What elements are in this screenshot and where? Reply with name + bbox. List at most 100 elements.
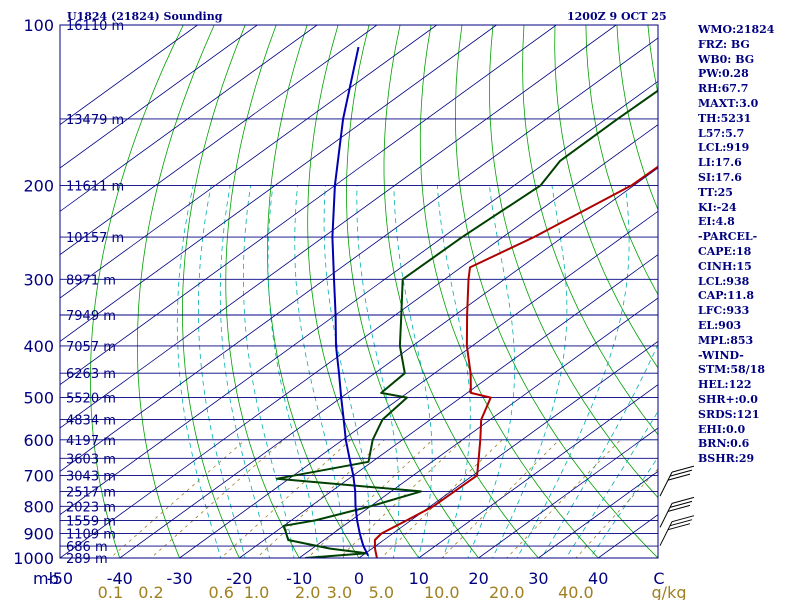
moist-adiabat	[467, 185, 516, 558]
height-label: 1559 m	[66, 514, 116, 529]
dry-adiabat	[307, 25, 420, 558]
moist-adiabat	[516, 185, 630, 558]
height-label: 7057 m	[66, 340, 116, 355]
temperature-label: 10	[409, 569, 429, 588]
stat-line: CAP:11.8	[698, 289, 755, 303]
mixing-ratio-label: 0.6	[208, 583, 233, 600]
stat-line: MPL:853	[698, 333, 754, 347]
isotherm	[418, 384, 658, 558]
stat-line: WB0: BG	[698, 52, 755, 66]
temperature-label: 30	[528, 569, 548, 588]
moist-adiabat	[565, 410, 658, 558]
pressure-label: 300	[23, 270, 54, 289]
wind-barb	[659, 515, 695, 546]
temperature-label: -30	[167, 569, 193, 588]
stat-line: WMO:21824	[698, 23, 775, 36]
wind-barb-flag	[671, 465, 695, 473]
stat-line: CAPE:18	[698, 244, 752, 258]
isotherm	[60, 25, 557, 386]
stat-line: FRZ: BG	[698, 37, 750, 51]
wind-barb	[659, 465, 695, 497]
mixing-ratio-line	[575, 468, 658, 558]
mixing-ratio-label: 10.0	[424, 583, 460, 600]
wind-barb-flag	[669, 469, 693, 477]
moist-adiabat	[436, 185, 471, 558]
mixing-ratio-label: 3.0	[327, 583, 352, 600]
stat-line: KI:-24	[698, 200, 737, 214]
height-label: 11611 m	[66, 179, 124, 194]
stat-line: HEL:122	[698, 378, 752, 392]
isotherm	[358, 340, 658, 558]
isotherm	[60, 25, 497, 342]
stat-line: LCL:919	[698, 141, 750, 155]
pressure-label: 400	[23, 337, 54, 356]
dry-adiabat	[454, 25, 658, 558]
dry-adiabat	[89, 25, 184, 558]
dry-adiabat	[182, 25, 246, 558]
height-label: 10157 m	[66, 231, 124, 246]
mixing-ratio-label: 0.1	[98, 583, 123, 600]
stat-line: BRN:0.6	[698, 437, 750, 451]
moist-adiabat	[219, 185, 270, 558]
dewpoint-line	[276, 89, 658, 558]
stat-line: LI:17.6	[698, 156, 742, 170]
height-label: 2023 m	[66, 500, 116, 515]
height-label: 289 m	[66, 552, 108, 567]
pressure-label: 600	[23, 431, 54, 450]
stat-line: PW:0.28	[698, 67, 749, 81]
wind-barb-flag	[667, 523, 691, 531]
isotherm	[60, 124, 658, 558]
isotherm	[478, 427, 658, 558]
stat-line: TH:5231	[698, 111, 752, 125]
isotherm	[119, 167, 658, 558]
wind-barb-flag	[671, 496, 695, 504]
moist-adiabat	[541, 343, 658, 558]
height-label: 2517 m	[66, 485, 116, 500]
height-label: 13479 m	[66, 113, 124, 128]
temperature-label: 20	[468, 569, 488, 588]
height-label: 7949 m	[66, 309, 116, 324]
stat-line: TT:25	[698, 185, 733, 199]
mixing-ratio-label: 2.0	[295, 583, 320, 600]
temperature-label: 0	[354, 569, 364, 588]
temperature-label: -40	[107, 569, 133, 588]
stat-line: -PARCEL-	[698, 230, 758, 244]
moist-adiabat	[356, 185, 400, 558]
sounding-time: 1200Z 9 OCT 25	[567, 10, 667, 23]
dry-adiabat	[346, 25, 480, 558]
height-label: 3603 m	[66, 452, 116, 467]
wind-barb-flag	[667, 473, 691, 481]
plot-frame	[59, 24, 659, 559]
moist-adiabat	[176, 185, 222, 558]
dry-adiabat	[489, 25, 658, 499]
dry-adiabat	[383, 25, 539, 558]
temperature-label: -50	[47, 569, 73, 588]
station-title: U1824 (21824) Sounding	[67, 10, 223, 23]
pressure-label: 100	[23, 16, 54, 35]
isotherm	[60, 25, 617, 429]
stat-line: EL:903	[698, 318, 742, 332]
wind-barb	[659, 496, 695, 528]
temperature-label: -20	[226, 569, 252, 588]
wind-barb-flag	[669, 500, 693, 508]
c-unit-label: C	[653, 569, 664, 588]
moist-adiabat	[393, 185, 433, 558]
height-label: 686 m	[66, 540, 108, 555]
dry-adiabat	[585, 25, 658, 296]
dry-adiabat	[554, 25, 658, 369]
height-label: 4834 m	[66, 414, 116, 429]
isotherm	[60, 25, 378, 256]
w-unit-label: g/kg	[652, 583, 687, 600]
moist-adiabat	[242, 185, 295, 558]
stat-line: RH:67.7	[698, 82, 749, 96]
mb-label: mb	[33, 569, 59, 588]
mixing-ratio-line	[338, 439, 463, 558]
height-label: 8971 m	[66, 273, 116, 288]
isotherm	[239, 254, 658, 558]
temperature-label: 40	[588, 569, 608, 588]
wind-barb-flag	[667, 504, 691, 512]
dry-adiabat	[136, 25, 215, 558]
temperature-label: -10	[286, 569, 312, 588]
wind-barb-flag	[669, 519, 693, 527]
